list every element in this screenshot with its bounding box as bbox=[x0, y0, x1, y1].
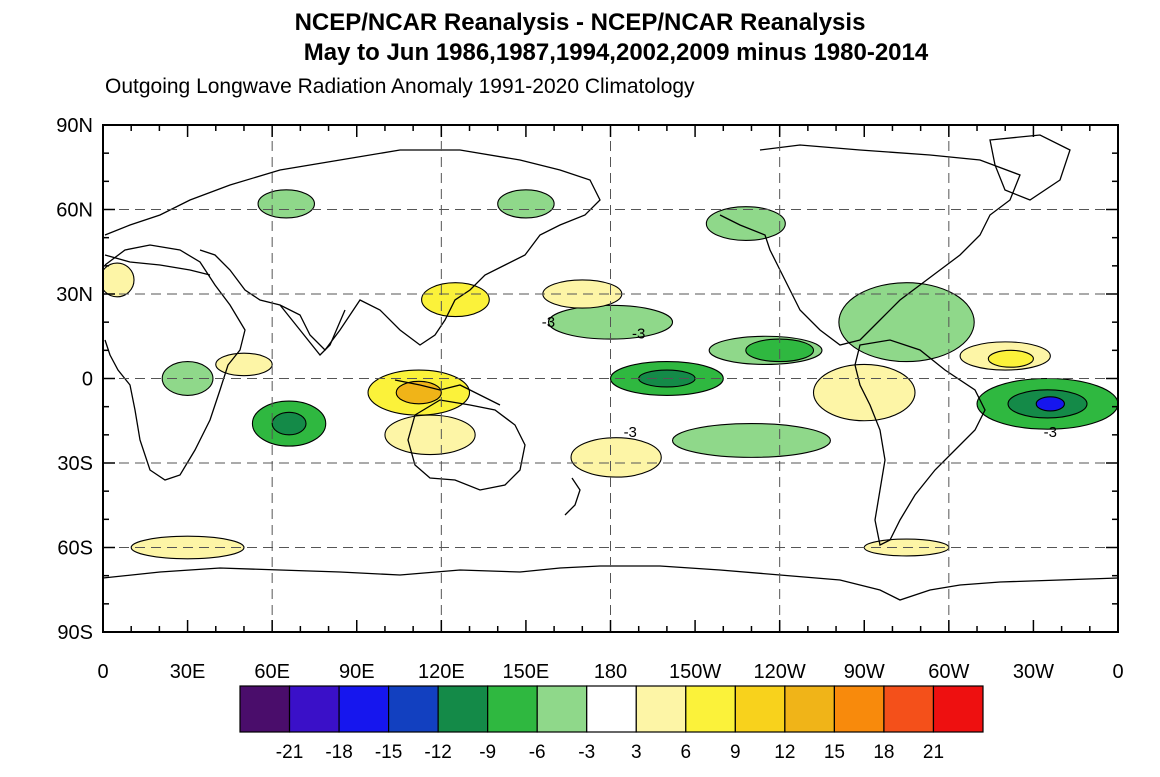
colorbar-swatch bbox=[437, 685, 489, 733]
colorbar-label: 12 bbox=[774, 742, 795, 763]
colorbar-swatch bbox=[388, 685, 439, 733]
colorbar-swatch bbox=[586, 685, 637, 733]
colorbar-swatch bbox=[635, 685, 687, 733]
colorbar-label: -3 bbox=[578, 742, 595, 763]
lon-label: 30W bbox=[1013, 661, 1054, 683]
colorbar-swatch bbox=[288, 685, 340, 733]
subtitle: Outgoing Longwave Radiation Anomaly 1991… bbox=[105, 75, 695, 98]
title-line-2: May to Jun 1986,1987,1994,2002,2009 minu… bbox=[303, 39, 929, 66]
colorbar-label: 6 bbox=[681, 742, 692, 763]
lon-label: 180 bbox=[594, 661, 627, 683]
anomaly-region bbox=[497, 189, 555, 219]
coastline-greenland bbox=[989, 134, 1071, 201]
lon-label: 150W bbox=[669, 661, 721, 683]
lon-label: 150E bbox=[503, 661, 550, 683]
coastline-layer bbox=[103, 134, 1118, 601]
title-line-1: NCEP/NCAR Reanalysis - NCEP/NCAR Reanaly… bbox=[294, 9, 866, 36]
anomaly-region bbox=[838, 282, 975, 363]
anomaly-region bbox=[671, 423, 831, 458]
anomaly-region bbox=[257, 189, 316, 219]
colorbar-labels: -21 -18 -15 -12 -9 -6 -3 3 6 9 12 15 18 21 bbox=[276, 742, 944, 763]
lon-label: 30E bbox=[170, 661, 206, 683]
lon-label: 0 bbox=[97, 661, 108, 683]
lon-label: 60W bbox=[928, 661, 969, 683]
colorbar-label: 3 bbox=[631, 742, 642, 763]
colorbar-label: -9 bbox=[479, 742, 496, 763]
anomaly-region bbox=[987, 349, 1034, 368]
coastline-india bbox=[279, 304, 346, 356]
lat-label: 60N bbox=[56, 200, 93, 222]
coastline-australia bbox=[407, 399, 526, 491]
colorbar-swatch bbox=[239, 685, 291, 733]
anomaly-region bbox=[1035, 396, 1065, 412]
anomaly-region bbox=[103, 262, 135, 298]
lat-label: 0 bbox=[82, 369, 93, 391]
anomaly-region bbox=[271, 411, 307, 436]
colorbar-swatch bbox=[784, 685, 835, 733]
contour-label: -3 bbox=[1044, 424, 1057, 441]
anomaly-region bbox=[705, 206, 786, 242]
colorbar bbox=[239, 685, 984, 733]
colorbar-label: 18 bbox=[873, 742, 894, 763]
coastline-south-america bbox=[854, 339, 986, 546]
anomaly-layer bbox=[103, 189, 1118, 560]
grid-lines bbox=[103, 125, 1118, 632]
coastline-new-zealand bbox=[564, 477, 581, 516]
lon-label: 120W bbox=[754, 661, 806, 683]
lat-label: 90N bbox=[56, 115, 93, 137]
colorbar-label: 15 bbox=[824, 742, 845, 763]
anomaly-region bbox=[570, 437, 662, 478]
colorbar-label: -6 bbox=[529, 742, 546, 763]
colorbar-swatch bbox=[833, 685, 885, 733]
colorbar-label: -18 bbox=[325, 742, 352, 763]
anomaly-region bbox=[384, 414, 476, 456]
colorbar-swatch bbox=[685, 685, 736, 733]
contour-labels: -3 -3 -3 -3 bbox=[542, 314, 1057, 441]
axis-ticks bbox=[102, 124, 1119, 633]
lat-label: 30N bbox=[56, 284, 93, 306]
contour-label: -3 bbox=[632, 325, 645, 342]
coastline-north-america bbox=[719, 144, 1021, 346]
coastline-maritime bbox=[394, 379, 501, 406]
colorbar-swatch bbox=[883, 685, 935, 733]
colorbar-swatch bbox=[536, 685, 588, 733]
lat-label: 30S bbox=[57, 453, 93, 475]
lat-label: 90S bbox=[57, 622, 93, 644]
lon-label: 90W bbox=[844, 661, 885, 683]
coastline-antarctica bbox=[103, 565, 1118, 601]
coastline-africa bbox=[104, 244, 246, 481]
colorbar-label: 21 bbox=[923, 742, 944, 763]
colorbar-swatch bbox=[487, 685, 538, 733]
lon-label: 90E bbox=[339, 661, 375, 683]
colorbar-swatch bbox=[932, 685, 984, 733]
lon-label: 60E bbox=[254, 661, 290, 683]
colorbar-label: 9 bbox=[730, 742, 741, 763]
lon-label: 120E bbox=[418, 661, 465, 683]
coastline-mediterranean bbox=[104, 254, 211, 276]
latitude-labels: 90N 60N 30N 0 30S 60S 90S bbox=[56, 115, 93, 644]
colorbar-swatch bbox=[734, 685, 786, 733]
contour-label: -3 bbox=[542, 314, 555, 331]
longitude-labels: 0 30E 60E 90E 120E 150E 180 150W 120W 90W 60W 30W 0 bbox=[97, 661, 1123, 683]
lat-label: 60S bbox=[57, 538, 93, 560]
contour-label: -3 bbox=[624, 424, 637, 441]
anomaly-region bbox=[215, 352, 273, 377]
colorbar-label: -12 bbox=[424, 742, 451, 763]
colorbar-label: -15 bbox=[375, 742, 402, 763]
colorbar-swatch bbox=[338, 685, 390, 733]
coastline-eurasia bbox=[104, 149, 601, 351]
lon-label: 0 bbox=[1112, 661, 1123, 683]
colorbar-label: -21 bbox=[276, 742, 303, 763]
